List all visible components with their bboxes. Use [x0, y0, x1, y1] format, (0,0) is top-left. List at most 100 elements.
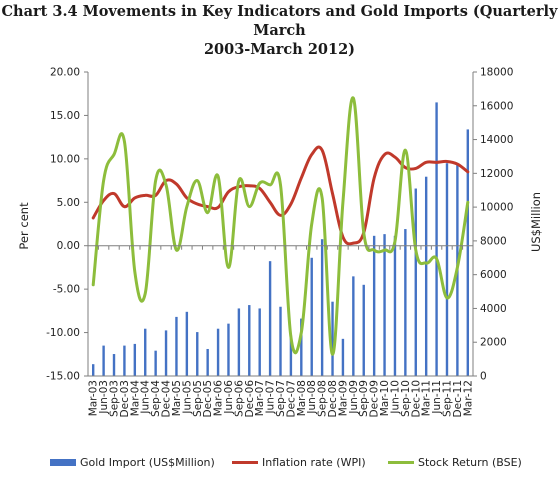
category-label: Mar-05	[171, 380, 183, 416]
category-label: Jun-04	[140, 380, 152, 415]
category-label: Jun-10	[389, 380, 401, 415]
gold-import-bar	[206, 348, 209, 376]
category-label: Jun-08	[306, 380, 318, 415]
gold-import-bar	[196, 332, 199, 376]
category-label: Dec-05	[202, 380, 214, 417]
inflation-rate-line	[91, 145, 470, 246]
gold-import-bar	[112, 354, 116, 376]
category-label: Sep-04	[150, 380, 162, 417]
gold-import-bar	[92, 364, 95, 376]
left-axis-tick-label: 15.00	[50, 110, 80, 122]
gold-import-bar	[216, 328, 220, 376]
right-axis-tick-label: 18000	[480, 67, 513, 79]
right-axis-label: US$Million	[529, 192, 543, 252]
right-axis-tick-label: 0	[480, 371, 487, 383]
category-label: Jun-05	[181, 380, 193, 415]
category-label: Jun-03	[98, 380, 110, 415]
category-label: Mar-07	[254, 380, 266, 416]
gold-import-bar	[435, 102, 438, 377]
gold-import-bar	[185, 311, 189, 376]
gold-import-bar	[164, 330, 168, 376]
right-axis-tick-label: 10000	[480, 202, 513, 214]
gold-import-bar	[372, 235, 376, 376]
gold-import-bar	[248, 305, 251, 376]
left-axis-label: Per cent	[17, 202, 31, 250]
category-label: Sep-10	[400, 380, 412, 417]
legend-label: Gold Import (US$Million)	[80, 456, 215, 469]
axes-group: 20.00 15.00 10.00 5.00 0.00 -5.00 -10.00 -15.00…	[46, 67, 513, 418]
left-axis-tick-label: -10.00	[46, 327, 80, 339]
gold-import-bar	[383, 234, 386, 376]
gold-import-bar	[310, 257, 313, 376]
category-label: Mar-08	[296, 380, 308, 416]
gold-import-bar	[466, 129, 469, 376]
stock-return-line	[91, 96, 470, 356]
category-label: Sep-07	[275, 380, 287, 417]
legend-item-inflation-rate: Inflation rate (WPI)	[232, 456, 366, 469]
category-label: Mar-06	[213, 380, 225, 417]
right-axis-tick-label: 6000	[480, 269, 507, 281]
right-axis-tick-label: 14000	[480, 134, 513, 146]
category-label: Jun-06	[223, 380, 235, 415]
gold-import-bar	[133, 343, 137, 376]
category-label: Dec-11	[452, 380, 464, 417]
gold-import-bar	[227, 323, 230, 376]
category-label: Mar-09	[337, 380, 349, 416]
category-label: Dec-03	[119, 380, 131, 417]
category-label: Sep-09	[358, 380, 370, 417]
category-label: Dec-09	[369, 380, 381, 417]
gold-import-bar	[258, 308, 261, 376]
category-label: Dec-07	[285, 380, 297, 417]
category-label: Jun-07	[265, 380, 277, 415]
left-axis-tick-label: 5.00	[57, 197, 80, 209]
category-label: Sep-05	[192, 380, 204, 417]
legend: Gold Import (US$Million) Inflation rate (…	[50, 456, 522, 469]
gold-import-bar	[300, 318, 303, 376]
category-label: Dec-04	[161, 380, 173, 418]
gold-import-bar	[362, 284, 365, 376]
gold-import-bar	[445, 163, 449, 376]
gold-import-bar	[352, 276, 355, 376]
category-label: Dec-10	[410, 380, 422, 417]
legend-swatch	[50, 459, 76, 466]
line-series-group	[91, 96, 470, 356]
category-label: Sep-08	[317, 380, 329, 417]
category-label: Jun-11	[431, 380, 443, 415]
gold-import-bar	[424, 176, 428, 376]
gold-import-bar	[414, 188, 417, 376]
gold-import-bar	[320, 239, 324, 376]
gold-import-bar	[175, 316, 178, 376]
gold-import-bar	[404, 229, 407, 376]
chart-title-line-1: Chart 3.4 Movements in Key Indicators an…	[1, 3, 558, 39]
category-label: Sep-06	[233, 380, 245, 417]
category-label: Mar-12	[462, 380, 474, 416]
legend-item-stock-return: Stock Return (BSE)	[388, 456, 522, 469]
chart-title-line-2: 2003-March 2012)	[203, 41, 356, 58]
category-label: Dec-08	[327, 380, 339, 417]
gold-import-bar	[331, 301, 334, 376]
right-axis-tick-label: 8000	[480, 235, 507, 247]
legend-item-gold-import: Gold Import (US$Million)	[50, 456, 215, 469]
legend-label: Stock Return (BSE)	[418, 456, 522, 469]
gold-import-bar	[341, 338, 345, 376]
gold-import-bar	[144, 328, 147, 376]
gold-import-bar	[237, 308, 241, 376]
gold-import-bar	[102, 345, 105, 376]
right-axis-tick-label: 12000	[480, 168, 513, 180]
gold-import-bar	[393, 235, 397, 376]
left-axis-tick-label: -5.00	[53, 284, 80, 296]
legend-label: Inflation rate (WPI)	[262, 456, 366, 469]
category-label: Jun-09	[348, 380, 360, 415]
left-axis-tick-label: 10.00	[50, 153, 80, 165]
category-label: Mar-10	[379, 380, 391, 416]
chart-title: Chart 3.4 Movements in Key Indicators an…	[0, 2, 559, 59]
gold-import-bar	[279, 306, 282, 376]
category-label: Mar-04	[129, 380, 141, 417]
gold-import-bar	[154, 350, 157, 376]
category-label: Sep-11	[441, 380, 453, 417]
category-label: Sep-03	[109, 380, 121, 417]
left-axis-tick-label: -15.00	[46, 371, 80, 383]
left-axis-tick-label: 0.00	[57, 240, 80, 252]
category-label: Dec-06	[244, 380, 256, 418]
